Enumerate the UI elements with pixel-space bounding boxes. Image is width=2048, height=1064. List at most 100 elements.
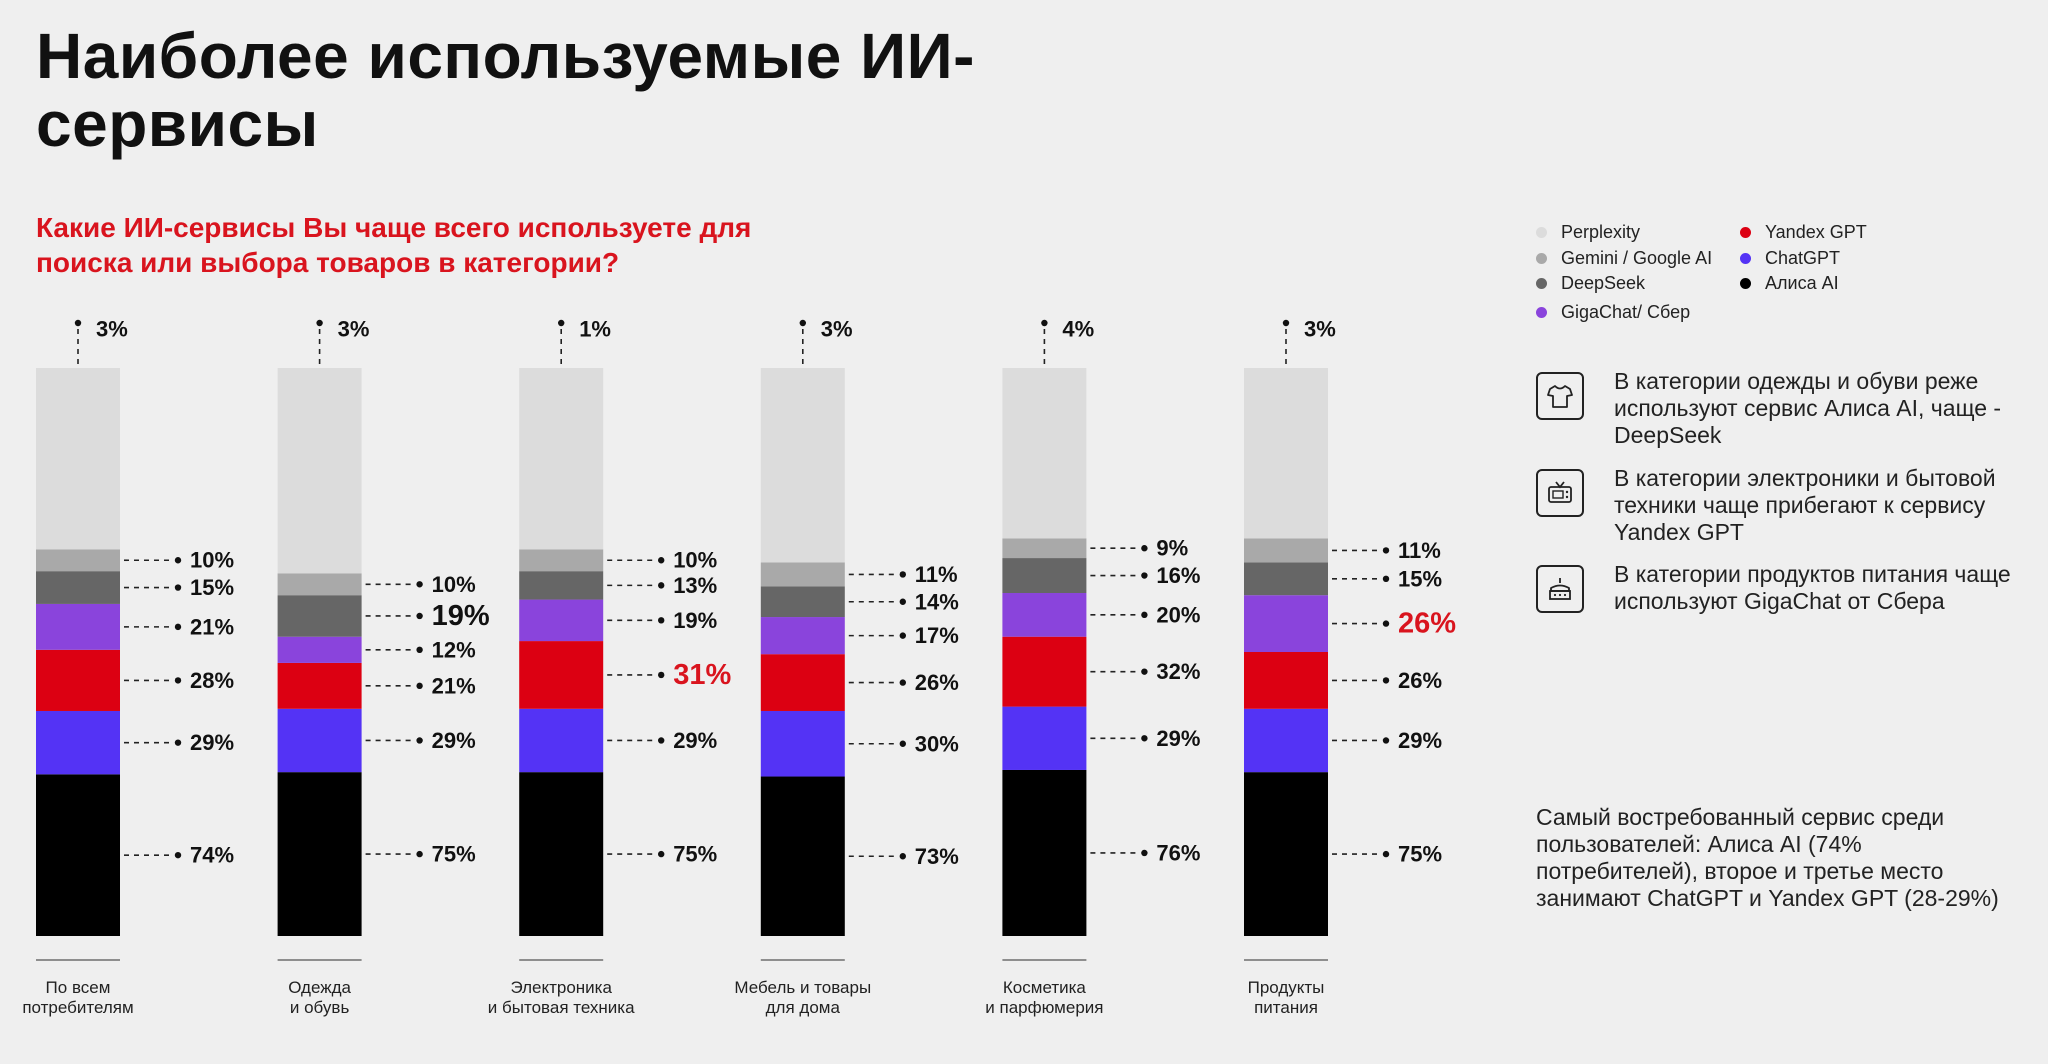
legend-item-deepseek: DeepSeek — [1536, 273, 1645, 294]
bar-segment-alisa — [1002, 769, 1087, 936]
leader-dot — [416, 646, 423, 654]
data-label: 28% — [190, 668, 234, 693]
legend-item-yandex-gpt: Yandex GPT — [1740, 222, 1867, 243]
bar-segment-gigachat — [1002, 593, 1087, 637]
data-label: 16% — [1156, 563, 1200, 588]
leader-dot — [799, 319, 806, 327]
bar-segment-gigachat — [760, 617, 845, 655]
leader-dot — [174, 851, 182, 859]
bar-segment-gigachat — [36, 603, 120, 650]
data-label: 19% — [432, 600, 490, 632]
data-label: 11% — [1398, 538, 1441, 563]
summary-text: Самый востребованный сервис среди пользо… — [1536, 804, 1999, 911]
legend-dot — [1740, 227, 1751, 238]
leader-dot — [658, 582, 665, 589]
category-label: Электроника — [510, 978, 612, 997]
bar-segment-gemini — [36, 549, 120, 572]
bar-segment-perplexity — [1002, 368, 1087, 539]
bar-segment-gigachat — [277, 636, 362, 663]
leader-dot — [1141, 668, 1148, 675]
bar-segment-yandex — [1244, 652, 1328, 709]
bar-segment-gigachat — [1244, 595, 1328, 652]
data-label: 3% — [338, 317, 370, 342]
data-label: 74% — [190, 843, 234, 868]
bar-segment-alisa — [277, 772, 362, 936]
leader-dot — [1282, 319, 1290, 327]
leader-dot — [658, 671, 665, 679]
data-label: 75% — [432, 842, 476, 867]
legend: Perplexity Yandex GPT Gemini / Google AI… — [1536, 218, 1956, 328]
data-label: 13% — [673, 573, 717, 598]
bar-segment-alisa — [1244, 772, 1328, 936]
data-label: 14% — [915, 589, 959, 614]
tshirt-icon — [1536, 372, 1584, 420]
data-label: 75% — [1398, 842, 1442, 867]
category-label: для дома — [766, 998, 841, 1017]
data-label: 1% — [579, 317, 611, 342]
category-label: и бытовая техника — [488, 998, 635, 1017]
insight-text: В категории одежды и обуви реже использу… — [1614, 368, 2002, 448]
leader-dot — [174, 677, 182, 684]
category-label: Одежда — [288, 978, 351, 997]
data-label: 3% — [1304, 317, 1336, 342]
leader-dot — [1041, 319, 1048, 327]
bar-segment-chatgpt — [760, 710, 845, 777]
bar-segment-yandex — [1002, 636, 1087, 707]
data-label: 29% — [673, 728, 717, 753]
bar-segment-deepseek — [760, 586, 845, 618]
bar-segment-gemini — [1002, 538, 1087, 559]
bar-segment-perplexity — [1244, 368, 1328, 539]
category-label: Косметика — [1003, 978, 1087, 997]
data-label: 15% — [190, 575, 234, 600]
bar-segment-alisa — [519, 772, 604, 936]
legend-label: Gemini / Google AI — [1561, 248, 1713, 268]
insight-food: В категории продуктов питания чаще испол… — [1536, 561, 2036, 615]
category-label: По всем — [46, 978, 111, 997]
data-label: 3% — [821, 317, 853, 342]
leader-dot — [174, 623, 182, 631]
data-label: 10% — [190, 548, 234, 573]
cake-icon — [1536, 565, 1584, 613]
bar-segment-deepseek — [519, 571, 604, 600]
data-label: 11% — [915, 562, 958, 587]
data-label: 9% — [1156, 536, 1188, 561]
bar-segment-chatgpt — [519, 708, 604, 773]
legend-item-gemini: Gemini / Google AI — [1536, 248, 1712, 269]
data-label: 29% — [1156, 726, 1200, 751]
data-label: 73% — [915, 844, 959, 869]
leader-dot — [1382, 620, 1390, 627]
bar-segment-deepseek — [1244, 562, 1328, 596]
data-label: 30% — [915, 731, 959, 756]
leader-dot — [899, 571, 906, 578]
data-label: 12% — [432, 637, 476, 662]
leader-dot — [174, 739, 182, 746]
data-label: 3% — [96, 317, 128, 342]
tv-icon — [1536, 469, 1584, 517]
legend-label: GigaChat/ Сбер — [1561, 302, 1691, 322]
bar-segment-perplexity — [760, 368, 845, 563]
page-title: Наиболее используемые ИИ- сервисы — [36, 20, 975, 160]
bar-segment-gemini — [760, 562, 845, 587]
bar-segment-deepseek — [36, 571, 120, 604]
bar-segment-gemini — [519, 549, 604, 572]
leader-dot — [1141, 849, 1148, 857]
chart-question: Какие ИИ-сервисы Вы чаще всего используе… — [36, 212, 752, 278]
leader-dot — [558, 319, 565, 327]
bar-segment-perplexity — [519, 368, 604, 550]
bar-segment-yandex — [277, 662, 362, 709]
leader-dot — [658, 850, 665, 858]
data-label: 32% — [1156, 659, 1200, 684]
category-label: Мебель и товары — [734, 978, 871, 997]
data-label: 76% — [1156, 840, 1200, 865]
leader-dot — [899, 853, 906, 860]
bar-segment-chatgpt — [1244, 708, 1328, 773]
leader-dot — [174, 557, 182, 564]
leader-dot — [416, 581, 423, 588]
bar-segment-gemini — [277, 573, 362, 596]
bar-segment-alisa — [760, 776, 845, 936]
bar-segment-gigachat — [519, 599, 604, 642]
leader-dot — [1141, 545, 1148, 552]
bar-segment-deepseek — [1002, 558, 1087, 594]
data-label: 26% — [915, 670, 959, 695]
legend-dot — [1536, 253, 1547, 264]
